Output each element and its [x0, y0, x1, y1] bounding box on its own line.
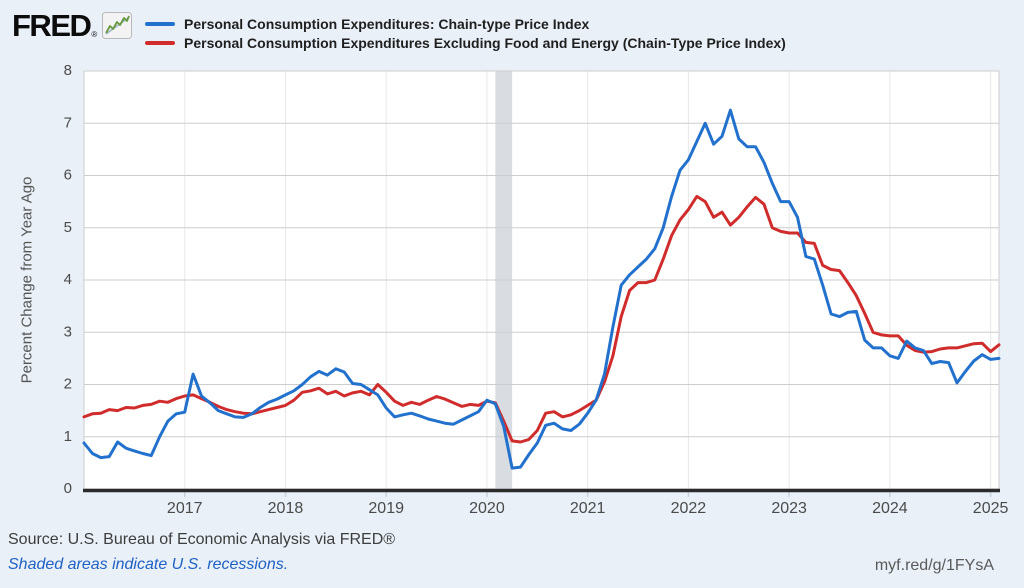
legend-item-pce: Personal Consumption Expenditures: Chain… — [145, 14, 786, 33]
x-tick-label: 2019 — [368, 500, 404, 517]
legend-label-core-pce: Personal Consumption Expenditures Exclud… — [184, 34, 786, 51]
legend-swatch-core-pce-icon — [145, 40, 175, 45]
y-tick-label: 2 — [64, 376, 72, 393]
y-tick-label: 8 — [64, 62, 72, 79]
x-tick-label: 2023 — [771, 500, 807, 517]
x-tick-label: 2018 — [268, 500, 304, 517]
recession-note-link[interactable]: Shaded areas indicate U.S. recessions. — [8, 556, 289, 573]
x-tick-label: 2017 — [167, 500, 203, 517]
legend-item-core-pce: Personal Consumption Expenditures Exclud… — [145, 33, 786, 52]
legend-swatch-pce-icon — [145, 21, 175, 26]
y-tick-label: 5 — [64, 219, 72, 236]
fred-logo-chart-icon — [102, 12, 133, 39]
y-tick-label: 6 — [64, 167, 72, 184]
y-tick-label: 1 — [64, 428, 72, 445]
legend-label-pce: Personal Consumption Expenditures: Chain… — [184, 15, 590, 32]
x-tick-label: 2021 — [570, 500, 606, 517]
series-line-pce — [82, 108, 1001, 470]
y-axis-title: Percent Change from Year Ago — [18, 176, 36, 384]
x-tick-label: 2024 — [872, 500, 908, 517]
source-note: Source: U.S. Bureau of Economic Analysis… — [8, 531, 396, 548]
x-tick-label: 2020 — [469, 500, 505, 517]
short-url-link[interactable]: myf.red/g/1FYsA — [874, 557, 994, 574]
x-tick-label: 2025 — [973, 500, 1009, 517]
series-line-core-pce — [82, 194, 1001, 444]
chart-legend: Personal Consumption Expenditures: Chain… — [145, 14, 786, 52]
fred-logo-text: FRED — [12, 8, 92, 43]
y-tick-label: 0 — [64, 480, 72, 497]
registered-mark-icon: ® — [91, 30, 98, 39]
chart-canvas: 2017 2018 2019 2020 2021 2022 2023 2024 2025 0 1 2 3… — [64, 62, 1009, 517]
y-tick-label: 4 — [64, 271, 72, 288]
fred-logo[interactable]: FRED ® — [12, 8, 133, 43]
x-tick-label: 2022 — [671, 500, 707, 517]
y-tick-label: 3 — [64, 323, 72, 340]
y-tick-label: 7 — [64, 114, 72, 131]
